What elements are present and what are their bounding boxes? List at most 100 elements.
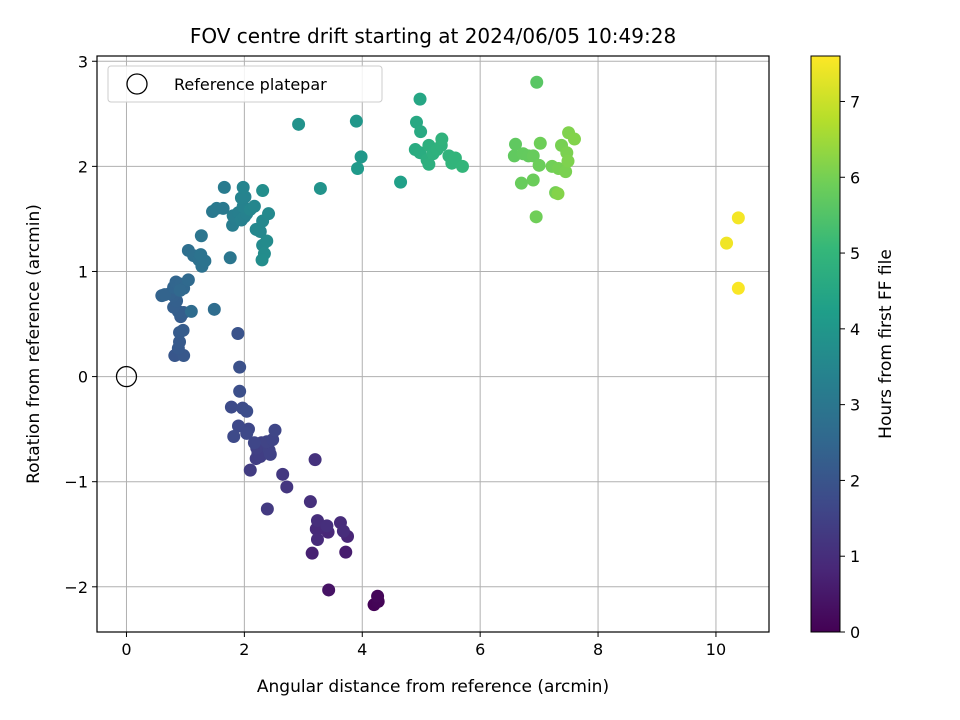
- data-point: [731, 211, 745, 225]
- x-axis-ticks: 0 2 4 6 8 10: [121, 632, 726, 659]
- data-point: [253, 225, 267, 239]
- data-point: [322, 583, 336, 597]
- data-point: [413, 92, 427, 106]
- data-point: [559, 165, 573, 179]
- data-point: [532, 158, 546, 172]
- legend: Reference platepar: [107, 65, 383, 103]
- data-point: [567, 132, 581, 146]
- data-point: [256, 184, 270, 198]
- data-point: [422, 157, 436, 171]
- data-point: [455, 159, 469, 173]
- data-point: [262, 207, 276, 221]
- data-point: [194, 229, 208, 243]
- colorbar-gradient: [810, 55, 841, 633]
- data-point: [551, 187, 565, 201]
- data-point: [223, 251, 237, 265]
- x-tick-label: 4: [357, 640, 367, 659]
- data-point: [227, 429, 241, 443]
- data-point: [354, 150, 368, 164]
- data-point: [233, 384, 247, 398]
- data-points: [155, 75, 745, 612]
- data-point: [339, 545, 353, 559]
- data-point: [529, 210, 543, 224]
- colorbar-tick-label: 6: [850, 168, 860, 187]
- data-point: [173, 283, 187, 297]
- data-point: [184, 304, 198, 318]
- data-point: [240, 404, 254, 418]
- y-axis-ticks: −2 −1 0 1 2 3: [64, 52, 97, 597]
- data-point: [240, 426, 254, 440]
- plot-frame: [96, 55, 770, 633]
- data-point: [207, 302, 221, 316]
- data-point: [533, 136, 547, 150]
- y-tick-label: 3: [78, 52, 88, 71]
- data-point: [243, 463, 257, 477]
- data-point: [260, 502, 274, 516]
- colorbar-tick-label: 1: [850, 547, 860, 566]
- data-point: [414, 125, 428, 139]
- y-tick-label: 2: [78, 157, 88, 176]
- colorbar: 0 1 2 3 4 5 6 7 Hours from first FF file: [810, 55, 896, 642]
- reference-platepar-marker: [115, 365, 138, 388]
- data-point: [263, 447, 277, 461]
- data-point: [292, 117, 306, 131]
- reference-layer: [115, 365, 138, 388]
- data-point: [310, 533, 324, 547]
- data-point: [526, 173, 540, 187]
- x-tick-label: 10: [706, 640, 726, 659]
- data-point: [394, 175, 408, 189]
- y-axis-label: Rotation from reference (arcmin): [24, 204, 44, 484]
- data-point: [305, 546, 319, 560]
- data-point: [247, 199, 261, 213]
- y-tick-label: 1: [78, 262, 88, 281]
- colorbar-tick-label: 0: [850, 623, 860, 642]
- data-point: [351, 161, 365, 175]
- data-point: [194, 248, 208, 262]
- data-point: [371, 589, 385, 603]
- colorbar-tick-label: 3: [850, 396, 860, 415]
- y-tick-label: −1: [64, 473, 88, 492]
- x-tick-label: 2: [239, 640, 249, 659]
- colorbar-tick-label: 5: [850, 244, 860, 263]
- chart-title: FOV centre drift starting at 2024/06/05 …: [190, 24, 676, 48]
- data-point: [561, 154, 575, 168]
- x-tick-label: 0: [121, 640, 131, 659]
- data-point: [530, 75, 544, 89]
- x-tick-label: 6: [475, 640, 485, 659]
- data-point: [276, 467, 290, 481]
- data-point: [224, 400, 238, 414]
- data-point: [216, 201, 230, 215]
- data-point: [247, 436, 261, 450]
- data-point: [720, 236, 734, 250]
- data-point: [336, 524, 350, 538]
- colorbar-label: Hours from first FF file: [876, 249, 896, 439]
- data-point: [231, 326, 245, 340]
- colorbar-ticks: 0 1 2 3 4 5 6 7: [840, 92, 860, 642]
- colorbar-tick-label: 4: [850, 320, 860, 339]
- legend-box: [107, 65, 383, 103]
- colorbar-tick-label: 7: [850, 92, 860, 111]
- data-point: [526, 149, 540, 163]
- data-point: [320, 519, 334, 533]
- data-point: [731, 281, 745, 295]
- legend-marker-open-circle: [126, 73, 148, 95]
- data-point: [233, 360, 247, 374]
- data-point: [509, 137, 523, 151]
- data-point: [435, 132, 449, 146]
- y-tick-label: 0: [78, 368, 88, 387]
- colorbar-tick-label: 2: [850, 471, 860, 490]
- data-point: [173, 335, 187, 349]
- data-point: [349, 114, 363, 128]
- data-point: [260, 234, 274, 248]
- data-point: [313, 181, 327, 195]
- y-tick-label: −2: [64, 578, 88, 597]
- data-point: [217, 180, 231, 194]
- data-point: [255, 253, 269, 267]
- legend-entry-label: Reference platepar: [174, 75, 327, 94]
- data-point: [236, 180, 250, 194]
- data-point: [514, 176, 528, 190]
- data-point: [268, 423, 282, 437]
- data-point: [181, 273, 195, 287]
- data-point: [158, 288, 172, 302]
